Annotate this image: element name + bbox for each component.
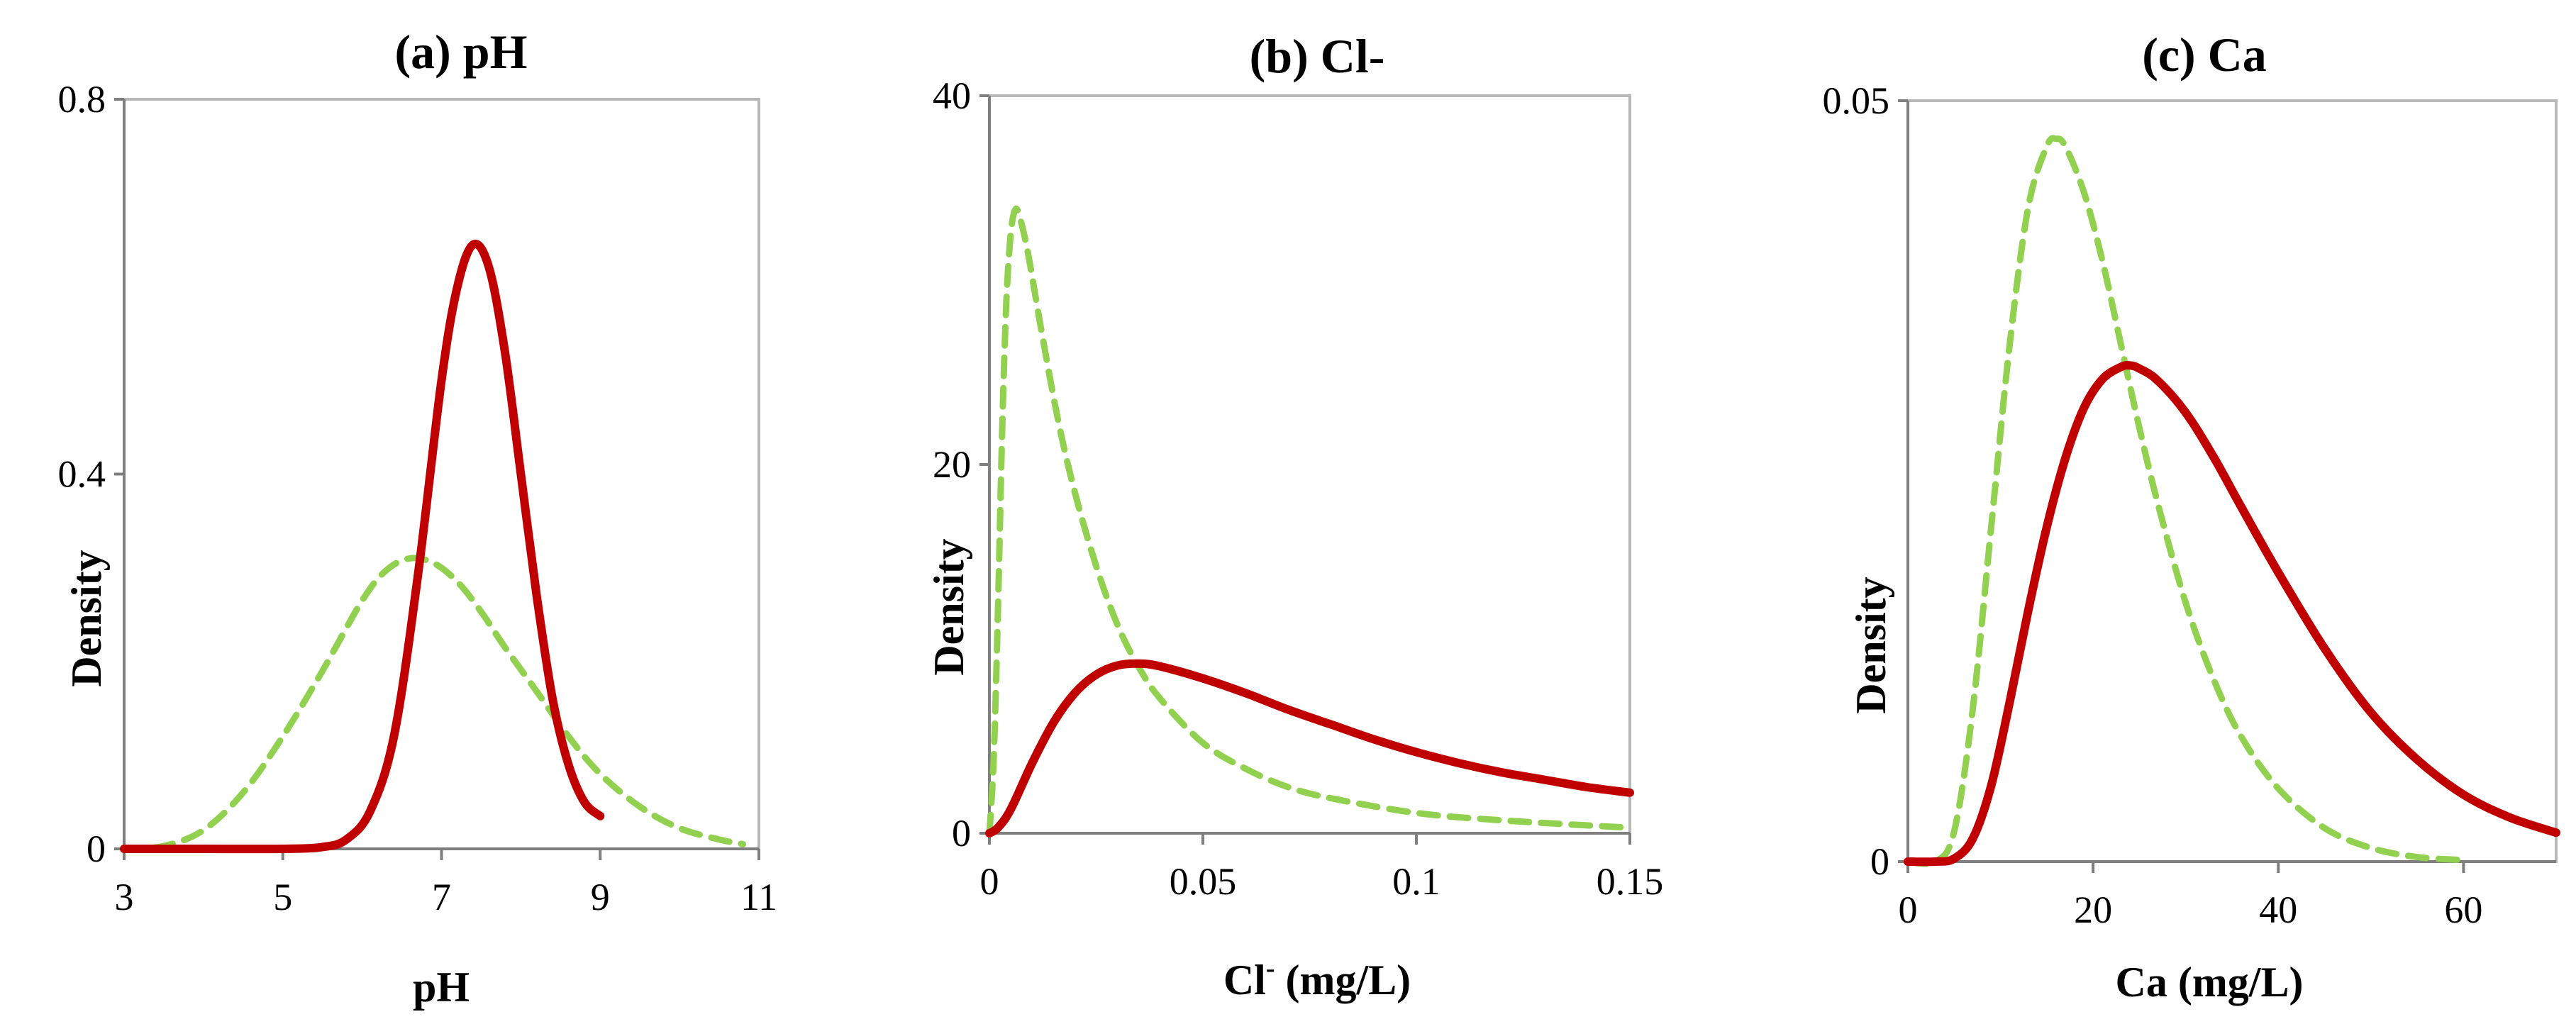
panel-c-x-tick-label: 20 (2074, 889, 2112, 931)
panel-b-axes: 0 20 40 0 0.05 0.1 0.15 (933, 74, 1663, 903)
panel-c-y-tick-label: 0 (1870, 840, 1889, 883)
panel-c-x-tick-label: 60 (2444, 889, 2482, 931)
panel-c-x-tick-label: 0 (1899, 889, 1918, 931)
panel-b: (b) Cl- 0 20 40 0 0.05 0.1 0.15 Cl- (mg/L) Den… (926, 29, 1663, 1003)
panel-c-series (1904, 135, 2560, 867)
panel-b-x-tick-label: 0.15 (1597, 860, 1664, 903)
panel-a-title: (a) pH (395, 25, 528, 79)
panel-c-axes: 0 0.05 0 20 40 60 (1823, 79, 2556, 931)
panel-b-x-tick-label: 0.05 (1170, 860, 1237, 903)
panel-b-solid-density-curve (985, 659, 1634, 837)
panel-a-y-tick-label: 0.4 (58, 453, 106, 496)
panel-a-x-tick-label: 9 (591, 876, 610, 918)
panel-a-series (120, 240, 747, 854)
panel-a-x-tick-label: 5 (273, 876, 292, 918)
panel-c-title: (c) Ca (2142, 28, 2267, 82)
panel-b-series (985, 205, 1634, 837)
panel-c-y-tick-label: 0.05 (1823, 79, 1890, 122)
panel-b-y-tick-label: 20 (933, 443, 971, 486)
panel-b-title: (b) Cl- (1250, 29, 1385, 83)
panel-c-x-axis-label: Ca (mg/L) (2116, 959, 2304, 1006)
panel-c: (c) Ca 0 0.05 0 20 40 60 Ca (mg/L) Density (1823, 28, 2560, 1006)
panel-b-y-axis-label: Density (926, 538, 972, 675)
panel-a-x-tick-label: 11 (740, 876, 777, 918)
panel-a-y-axis-label: Density (63, 550, 110, 686)
panel-b-x-tick-label: 0.1 (1392, 860, 1440, 903)
panel-a: (a) pH 0 0.4 0.8 3 5 7 9 11 pH Density (58, 25, 778, 1011)
panel-b-x-axis-label: Cl- (mg/L) (1223, 954, 1411, 1003)
panel-a-x-tick-label: 3 (115, 876, 134, 918)
panel-c-dashed-density-curve (1904, 135, 2467, 867)
panel-a-y-tick-label: 0.8 (58, 78, 106, 121)
panel-b-dashed-density-curve (986, 205, 1633, 837)
panel-c-x-tick-label: 40 (2259, 889, 2297, 931)
panel-c-solid-density-curve (1904, 361, 2560, 867)
panel-a-y-tick-label: 0 (87, 828, 106, 870)
panel-b-x-tick-label: 0 (980, 860, 999, 903)
panel-a-dashed-density-curve (121, 555, 747, 852)
panel-a-solid-density-curve (120, 240, 605, 854)
panel-b-y-tick-label: 40 (933, 74, 971, 117)
panel-a-x-axis-label: pH (413, 964, 470, 1011)
panel-b-x-axis-label-superscript: - (1266, 954, 1275, 984)
panel-b-y-tick-label: 0 (952, 812, 971, 855)
panel-b-x-axis-label-units: (mg/L) (1275, 957, 1411, 1003)
panel-c-y-axis-label: Density (1848, 577, 1894, 713)
panel-a-x-tick-label: 7 (432, 876, 451, 918)
